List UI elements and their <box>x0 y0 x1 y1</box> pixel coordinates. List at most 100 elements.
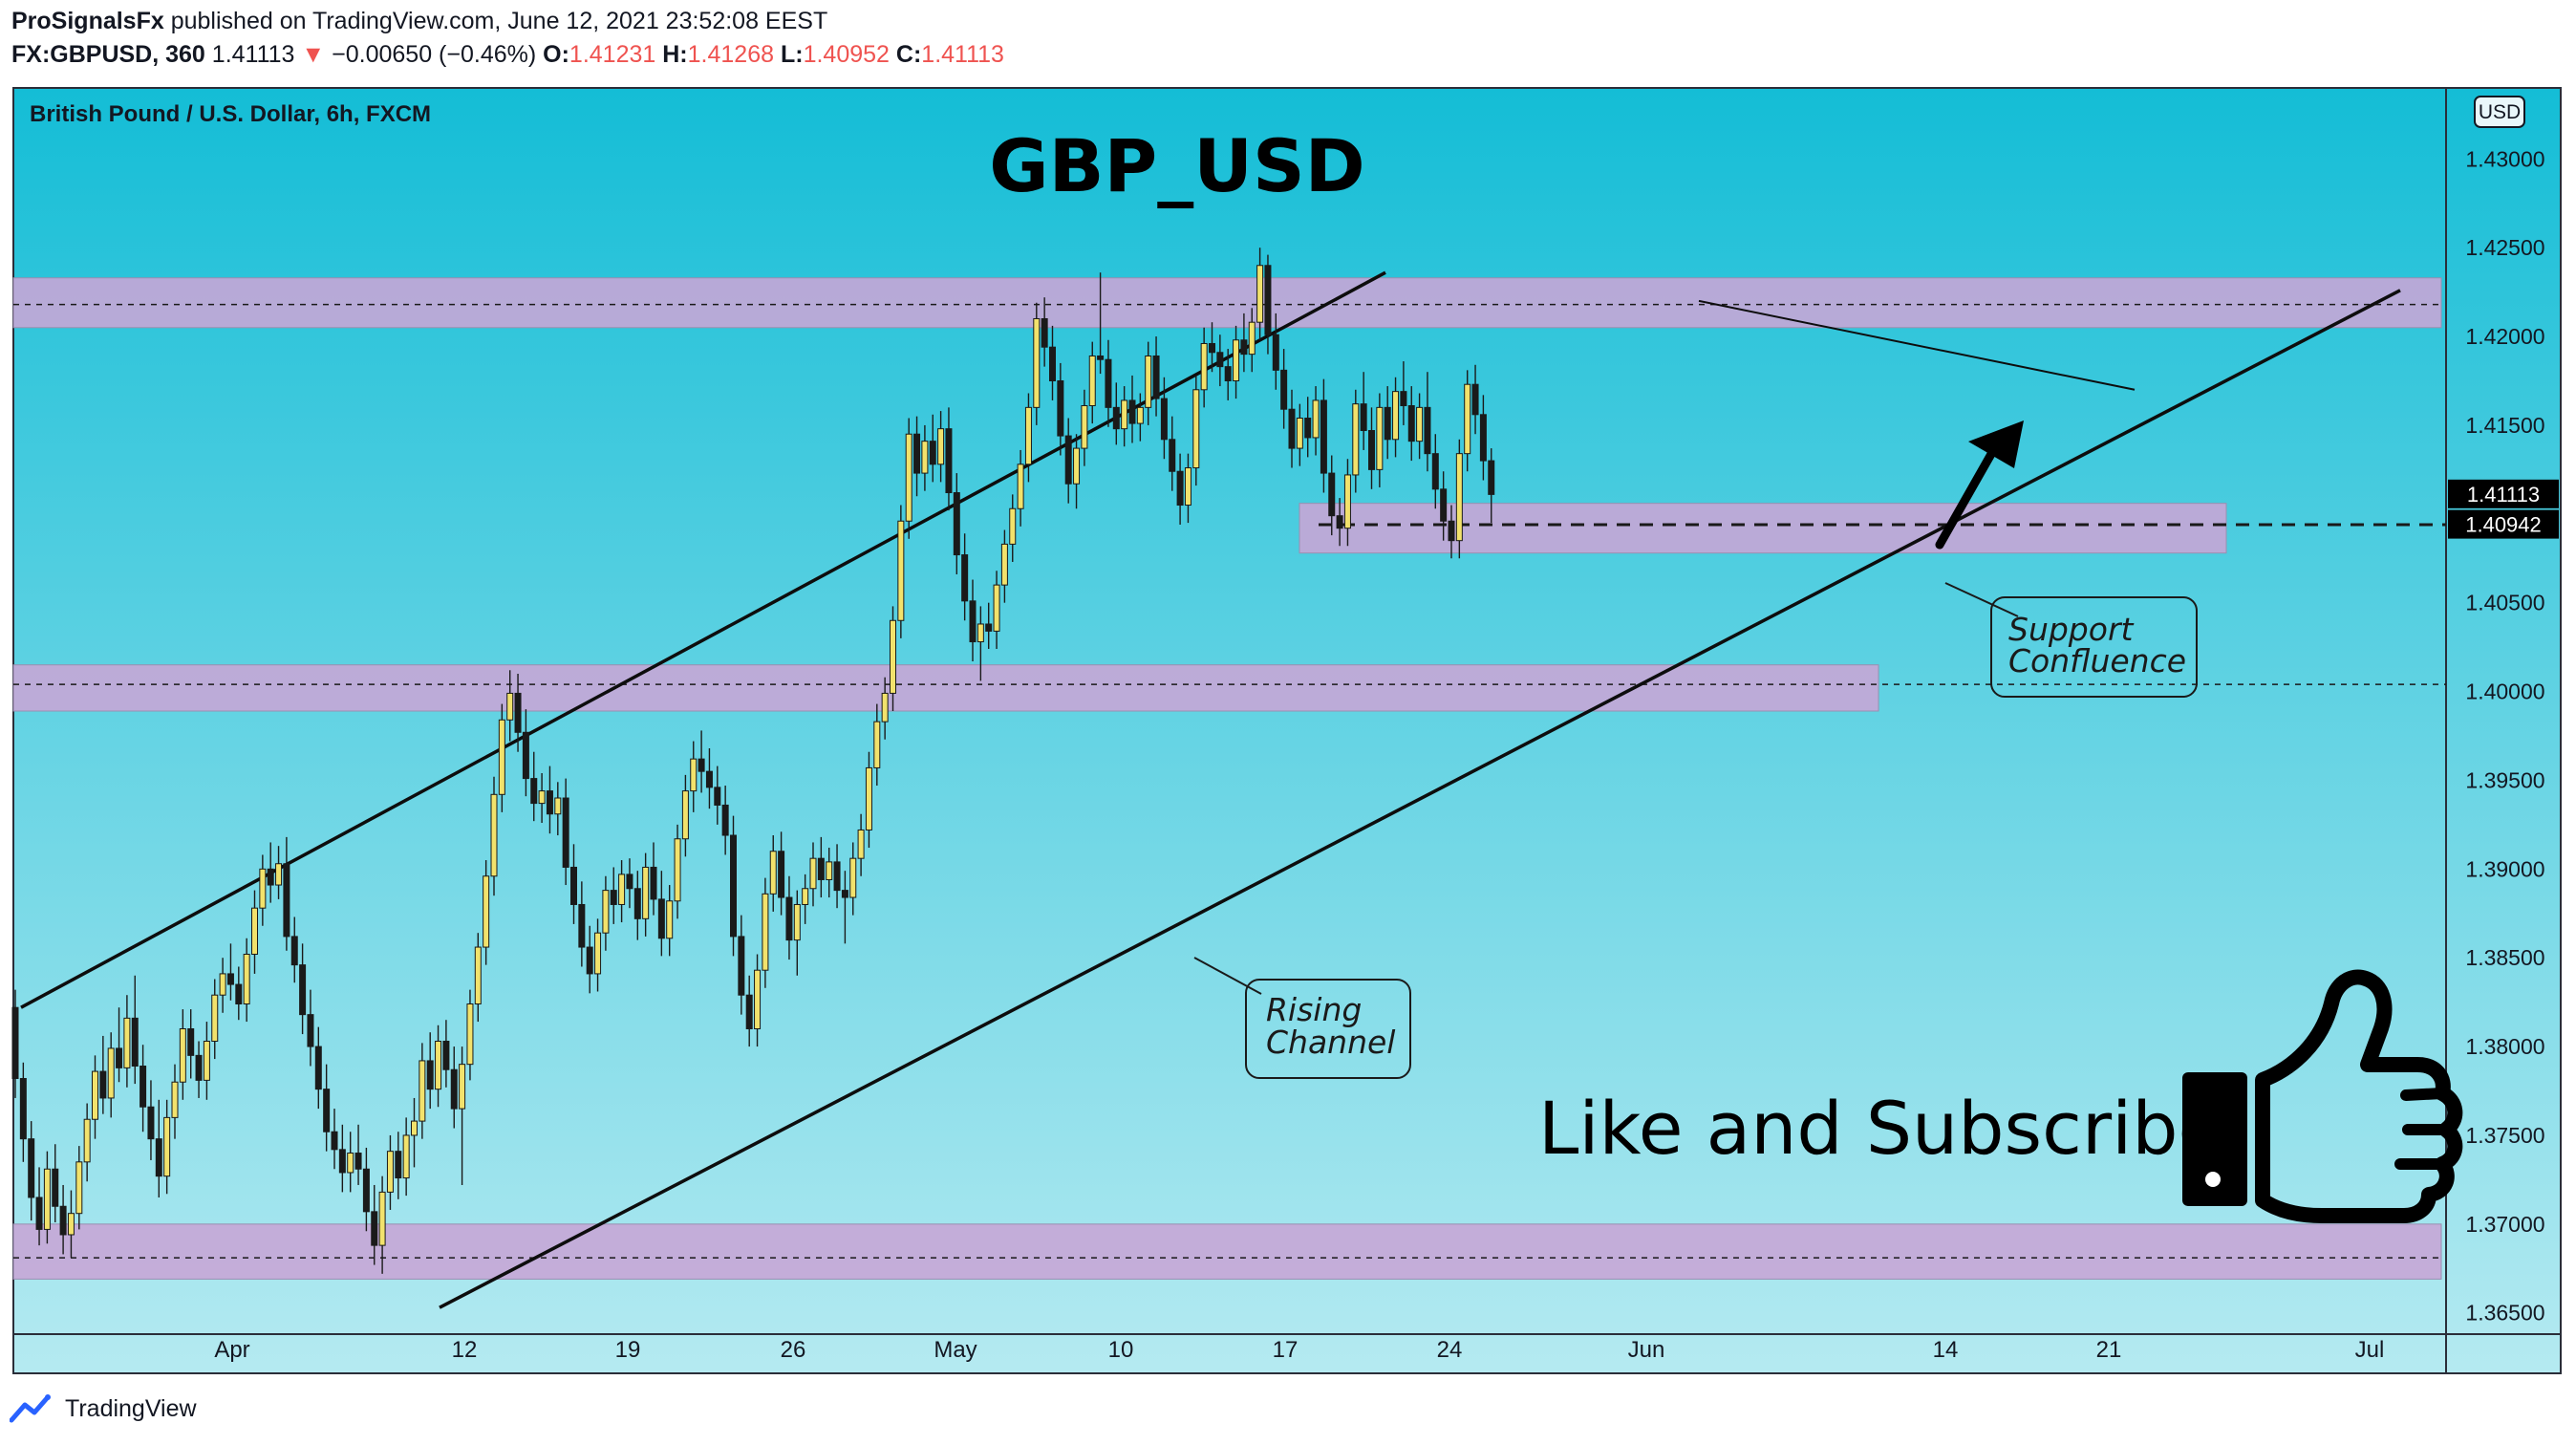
candle-body <box>195 1054 203 1081</box>
candle-145 <box>1169 416 1176 491</box>
candle-65 <box>530 751 538 822</box>
candle-136 <box>1097 272 1105 375</box>
candle-body <box>897 520 905 621</box>
candle-body <box>1479 414 1487 462</box>
candle-179 <box>1440 471 1448 541</box>
candle-body <box>402 1134 410 1179</box>
candle-body <box>618 873 626 905</box>
candle-49 <box>402 1117 410 1197</box>
descending-trendline <box>1698 299 2136 391</box>
candle-body <box>1455 453 1463 542</box>
candle-body <box>450 1068 458 1110</box>
candle-body <box>1017 464 1024 509</box>
candle-body <box>985 623 993 632</box>
open-label: O: <box>543 41 569 68</box>
candle-8 <box>75 1146 83 1230</box>
like-subscribe-text[interactable]: Like and Subscribe <box>1538 1086 2222 1171</box>
candle-89 <box>721 786 729 855</box>
candle-body <box>802 888 809 905</box>
candle-body <box>1407 405 1415 442</box>
candle-body <box>466 1003 474 1066</box>
candle-46 <box>378 1175 386 1274</box>
candle-79 <box>642 852 650 937</box>
candle-body <box>602 890 610 934</box>
candle-body <box>1488 460 1495 495</box>
candle-75 <box>610 867 617 924</box>
candle-19 <box>163 1099 171 1195</box>
candle-99 <box>802 873 809 924</box>
down-triangle-icon: ▼ <box>301 41 326 68</box>
candle-134 <box>1081 389 1088 466</box>
candle-175 <box>1407 386 1415 462</box>
publish-info: ProSignalsFx published on TradingView.co… <box>11 8 827 35</box>
candle-body <box>1073 447 1081 485</box>
candle-2 <box>28 1121 35 1221</box>
candle-52 <box>426 1032 434 1110</box>
candle-30 <box>251 890 258 974</box>
candle-body <box>1009 507 1017 545</box>
y-tick-label-5: 1.40000 <box>2465 679 2544 704</box>
currency-badge[interactable]: USD <box>2474 96 2525 128</box>
candle-84 <box>681 774 689 857</box>
candle-166 <box>1336 498 1343 547</box>
candle-body <box>1145 355 1152 408</box>
candle-body <box>490 793 498 877</box>
open-value: 1.41231 <box>569 41 656 68</box>
candle-body <box>578 903 586 948</box>
candle-body <box>1136 406 1144 424</box>
x-tick-label-9: 14 <box>1933 1337 1959 1363</box>
tradingview-brand: TradingView <box>65 1394 197 1422</box>
candle-body <box>498 719 505 795</box>
y-tick-label-3: 1.41500 <box>2465 413 2544 438</box>
candle-body <box>1368 430 1375 470</box>
candle-160 <box>1288 389 1296 468</box>
x-tick-label-4: May <box>934 1337 977 1363</box>
candle-body <box>738 936 745 996</box>
high-value: 1.41268 <box>687 41 775 68</box>
candle-body <box>594 932 602 975</box>
candle-171 <box>1376 393 1384 487</box>
candle-25 <box>211 979 219 1060</box>
candle-body <box>347 1153 354 1174</box>
candle-154 <box>1240 313 1248 373</box>
thumbs-up-icon[interactable] <box>2182 969 2463 1223</box>
candle-body <box>769 851 777 895</box>
candle-119 <box>961 533 969 621</box>
candle-64 <box>522 709 529 797</box>
candle-144 <box>1160 377 1168 460</box>
candle-body <box>1233 339 1240 381</box>
candle-body <box>83 1118 91 1163</box>
candle-body <box>1240 339 1248 356</box>
candle-body <box>1296 418 1303 449</box>
candle-body <box>865 766 872 830</box>
candle-body <box>171 1081 179 1118</box>
candle-28 <box>235 966 243 1021</box>
candle-body <box>371 1211 378 1246</box>
candle-body <box>929 441 936 465</box>
candle-body <box>721 804 729 836</box>
candle-92 <box>745 975 753 1047</box>
candle-95 <box>769 835 777 912</box>
candle-body <box>107 1047 115 1099</box>
candle-31 <box>259 854 267 926</box>
tradingview-footer[interactable]: TradingView <box>10 1393 197 1424</box>
candle-body <box>354 1153 362 1170</box>
ohlc-legend: FX:GBPUSD, 360 1.41113 ▼ −0.00650 (−0.46… <box>11 41 1004 69</box>
candle-169 <box>1360 372 1367 450</box>
candle-body <box>945 428 953 494</box>
candle-133 <box>1073 434 1081 509</box>
candle-37 <box>307 989 314 1067</box>
candle-88 <box>714 766 721 825</box>
x-tick-label-7: 24 <box>1437 1337 1463 1363</box>
candle-111 <box>897 505 905 638</box>
tradingview-logo-icon <box>10 1394 51 1423</box>
candle-14 <box>123 995 131 1088</box>
candle-body <box>817 857 825 880</box>
candle-165 <box>1328 455 1336 536</box>
x-tick-label-11: Jul <box>2355 1337 2385 1363</box>
candle-body <box>331 1131 338 1151</box>
candle-155 <box>1248 308 1256 373</box>
candle-body <box>1152 355 1160 399</box>
candle-150 <box>1209 322 1215 373</box>
